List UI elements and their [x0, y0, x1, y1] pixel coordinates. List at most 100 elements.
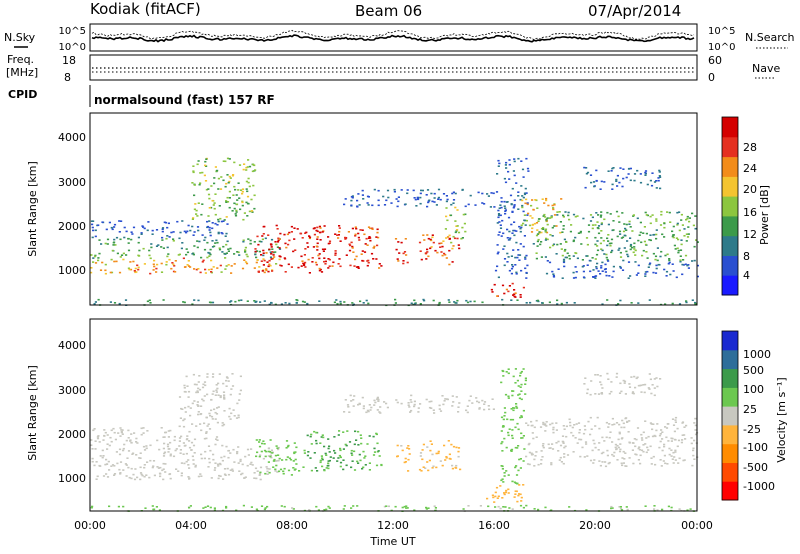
power-echo-map [90, 157, 699, 307]
power-cbar-tick-20: 20 [743, 183, 757, 196]
xtick-00-00-end: 00:00 [681, 519, 713, 532]
xtick-04-00: 04:00 [175, 519, 207, 532]
power-echo-region-7 [418, 234, 461, 266]
velocity-colorbar-swatch-5 [722, 387, 738, 407]
vel-cbar-tick-100: 100 [743, 383, 764, 396]
noise-search-label: N.Search [745, 31, 795, 44]
vel-cbar-tick-1000: 1000 [743, 348, 771, 361]
velocity-colorbar-swatch-4 [722, 406, 738, 426]
cpid-mode-text: normalsound (fast) 157 RF [94, 93, 275, 107]
velocity-echo-region-0 [90, 443, 280, 481]
freq-right-tick-top: 60 [708, 54, 722, 67]
power-cbar-tick-28: 28 [743, 141, 757, 154]
vel-cbar-tick-500: 500 [743, 364, 764, 377]
velocity-echo-region-10 [343, 394, 495, 414]
velocity-colorbar-swatch-0 [722, 481, 738, 501]
power-echo-region-16 [93, 298, 697, 307]
xtick-20-00: 20:00 [579, 519, 611, 532]
power-echo-region-14 [343, 188, 496, 208]
power-echo-region-2 [90, 220, 229, 239]
velocity-echo-region-7 [486, 484, 525, 503]
cpid-panel: CPID normalsound (fast) 157 RF [8, 85, 275, 107]
power-cbar-tick-8: 8 [743, 250, 750, 263]
power-ytick-4000: 4000 [58, 131, 86, 144]
velocity-colorbar-label: Velocity [m s⁻¹] [775, 377, 788, 462]
cpid-label: CPID [8, 88, 37, 101]
power-echo-region-12 [532, 210, 699, 262]
velocity-echo-region-11 [583, 372, 662, 397]
power-colorbar [721, 116, 739, 296]
date-label: 07/Apr/2014 [588, 2, 681, 20]
freq-right-tick-bottom: 0 [708, 71, 715, 84]
power-ytick-1000: 1000 [58, 264, 86, 277]
power-colorbar-swatch-0 [722, 275, 738, 296]
power-colorbar-swatch-8 [722, 117, 738, 138]
vel-cbar-tick-neg1000: -1000 [743, 480, 775, 493]
noise-right-tick-bottom: 10^0 [708, 42, 735, 53]
power-echo-region-10 [494, 157, 530, 279]
freq-left-tick-top: 18 [62, 54, 76, 67]
power-echo-region-4 [254, 224, 332, 274]
power-colorbar-swatch-5 [722, 176, 738, 197]
noise-sky-label: N.Sky [4, 31, 36, 44]
velocity-echo-region-1 [90, 425, 219, 445]
power-colorbar-swatch-1 [722, 255, 738, 276]
velocity-colorbar-swatch-6 [722, 368, 738, 388]
power-echo-region-3 [191, 157, 257, 221]
power-cbar-tick-24: 24 [743, 162, 757, 175]
power-colorbar-swatch-6 [722, 156, 738, 177]
power-echo-region-15 [583, 166, 662, 190]
velocity-ylabel: Slant Range [km] [26, 365, 39, 461]
xtick-00-00-start: 00:00 [74, 519, 106, 532]
power-colorbar-swatch-3 [722, 215, 738, 237]
freq-label-line2: [MHz] [6, 66, 38, 79]
velocity-ytick-2000: 2000 [58, 428, 86, 441]
freq-label-line1: Freq. [7, 53, 34, 66]
velocity-echo-region-8 [500, 368, 527, 485]
velocity-colorbar [721, 330, 739, 501]
velocity-echo-region-2 [178, 373, 242, 428]
velocity-echo-region-9 [525, 416, 699, 468]
power-cbar-tick-12: 12 [743, 228, 757, 241]
power-ytick-2000: 2000 [58, 220, 86, 233]
velocity-echo-region-6 [418, 440, 462, 472]
power-colorbar-swatch-7 [722, 136, 738, 158]
vel-cbar-tick-25: 25 [743, 403, 757, 416]
xtick-08-00: 08:00 [276, 519, 308, 532]
power-cbar-tick-4: 4 [743, 269, 750, 282]
vel-cbar-tick-neg25: -25 [743, 423, 761, 436]
noise-search-line [91, 29, 695, 41]
station-title: Kodiak (fitACF) [90, 0, 201, 18]
xtick-16-00: 16:00 [478, 519, 510, 532]
noise-left-tick-top: 10^5 [59, 26, 86, 37]
power-panel: Slant Range [km] 1000 2000 3000 4000 Pow… [26, 112, 771, 307]
velocity-colorbar-swatch-8 [722, 331, 738, 351]
velocity-panel: Slant Range [km] 1000 2000 3000 4000 Vel… [26, 318, 788, 512]
noise-panel: N.Sky 10^5 10^0 10^5 10^0 N.Search [4, 23, 795, 53]
power-ytick-3000: 3000 [58, 176, 86, 189]
velocity-ytick-4000: 4000 [58, 339, 86, 352]
xaxis-label: Time UT [369, 535, 415, 548]
velocity-echo-region-5 [396, 444, 411, 472]
time-axis: 00:00 04:00 08:00 12:00 16:00 20:00 00:0… [74, 519, 713, 548]
xtick-12-00: 12:00 [377, 519, 409, 532]
velocity-echo-region-3 [255, 439, 306, 476]
power-echo-region-0 [90, 257, 281, 275]
power-echo-region-8 [444, 206, 467, 244]
velocity-echo-map [90, 368, 699, 512]
freq-left-tick-bottom: 8 [64, 71, 71, 84]
velocity-ytick-3000: 3000 [58, 384, 86, 397]
frequency-panel: Freq. [MHz] 18 8 60 0 Nave [6, 53, 780, 84]
velocity-echo-region-4 [306, 430, 383, 472]
power-echo-region-6 [394, 238, 409, 265]
power-colorbar-swatch-4 [722, 196, 738, 217]
vel-cbar-tick-neg100: -100 [743, 441, 768, 454]
noise-left-tick-bottom: 10^0 [59, 42, 86, 53]
velocity-colorbar-swatch-7 [722, 349, 738, 370]
noise-right-tick-top: 10^5 [708, 26, 735, 37]
velocity-colorbar-swatch-1 [722, 462, 738, 482]
noise-sky-line [91, 34, 695, 43]
power-colorbar-label: Power [dB] [758, 185, 771, 245]
